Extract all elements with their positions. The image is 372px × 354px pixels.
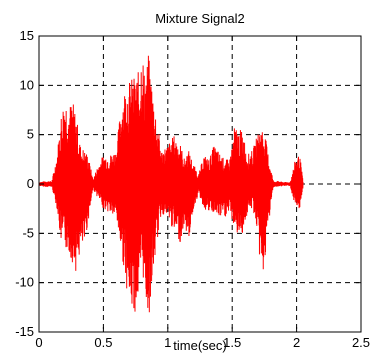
signal-waveform	[38, 55, 304, 313]
x-tick-label: 0	[35, 335, 42, 350]
tick-marks	[38, 35, 362, 333]
y-tick-label: 15	[20, 28, 34, 43]
signal-series	[38, 55, 304, 313]
x-tick-label: 2.5	[352, 335, 370, 350]
x-tick-label: 0.5	[94, 335, 112, 350]
x-tick-label: 1	[164, 335, 171, 350]
y-tick-label: -15	[15, 324, 34, 339]
x-tick-label: 1.5	[223, 335, 241, 350]
y-tick-labels: -15 -10 -5 0 5 10 15	[15, 28, 34, 339]
y-tick-label: 5	[27, 127, 34, 142]
x-tick-labels: 0 0.5 1 1.5 2 2.5	[35, 335, 370, 350]
y-tick-label: -10	[15, 275, 34, 290]
y-tick-label: -5	[22, 225, 34, 240]
x-axis-label: time(sec)	[173, 338, 226, 353]
plot-area	[38, 35, 362, 333]
y-tick-label: 0	[27, 176, 34, 191]
y-tick-label: 10	[20, 77, 34, 92]
x-tick-label: 2	[293, 335, 300, 350]
chart-title: Mixture Signal2	[155, 11, 245, 26]
